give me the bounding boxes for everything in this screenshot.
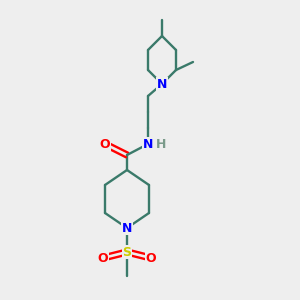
Text: H: H [156,137,166,151]
Text: S: S [122,245,131,259]
Text: N: N [122,221,132,235]
Text: O: O [146,251,156,265]
Text: O: O [100,137,110,151]
Text: N: N [143,137,153,151]
Text: N: N [157,77,167,91]
Text: O: O [98,251,108,265]
